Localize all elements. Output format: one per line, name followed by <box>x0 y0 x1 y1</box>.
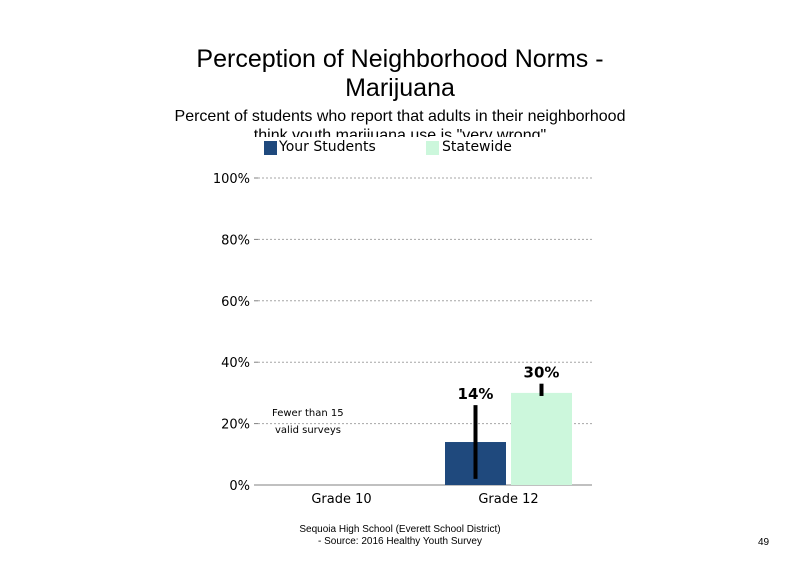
y-tick-label-40: 40% <box>221 356 250 371</box>
y-tick-label-80: 80% <box>221 233 250 248</box>
page-number: 49 <box>758 537 770 548</box>
y-tick-label-100: 100% <box>213 172 250 187</box>
x-tick-label-grade-10: Grade 10 <box>311 492 371 507</box>
legend-label-statewide: Statewide <box>442 139 512 155</box>
x-tick-label-grade-12: Grade 12 <box>478 492 538 507</box>
data-label-1: 30% <box>524 364 560 382</box>
chart-title-line-2: Marijuana <box>345 74 455 102</box>
footer: Sequoia High School (Everett School Dist… <box>250 524 550 548</box>
legend-swatch-statewide <box>426 141 439 155</box>
y-tick-label-0: 0% <box>229 479 250 494</box>
annotation-line-1: Fewer than 15 <box>272 408 344 419</box>
legend-swatch-your-students <box>264 141 277 155</box>
footer-line-2: - Source: 2016 Healthy Youth Survey <box>318 536 482 547</box>
footer-line-1: Sequoia High School (Everett School Dist… <box>299 524 501 535</box>
chart-title-line-1: Perception of Neighborhood Norms - <box>196 45 604 73</box>
annotation-line-2: valid surveys <box>275 425 341 436</box>
legend-label-your-students: Your Students <box>279 139 376 155</box>
data-label-0: 14% <box>458 385 494 403</box>
bar-grade-12-1 <box>511 392 572 485</box>
y-tick-label-20: 20% <box>221 418 250 433</box>
chart-subtitle: Percent of students who report that adul… <box>174 108 626 137</box>
y-tick-label-60: 60% <box>221 295 250 310</box>
chart-title: Perception of Neighborhood Norms - Marij… <box>0 45 800 103</box>
